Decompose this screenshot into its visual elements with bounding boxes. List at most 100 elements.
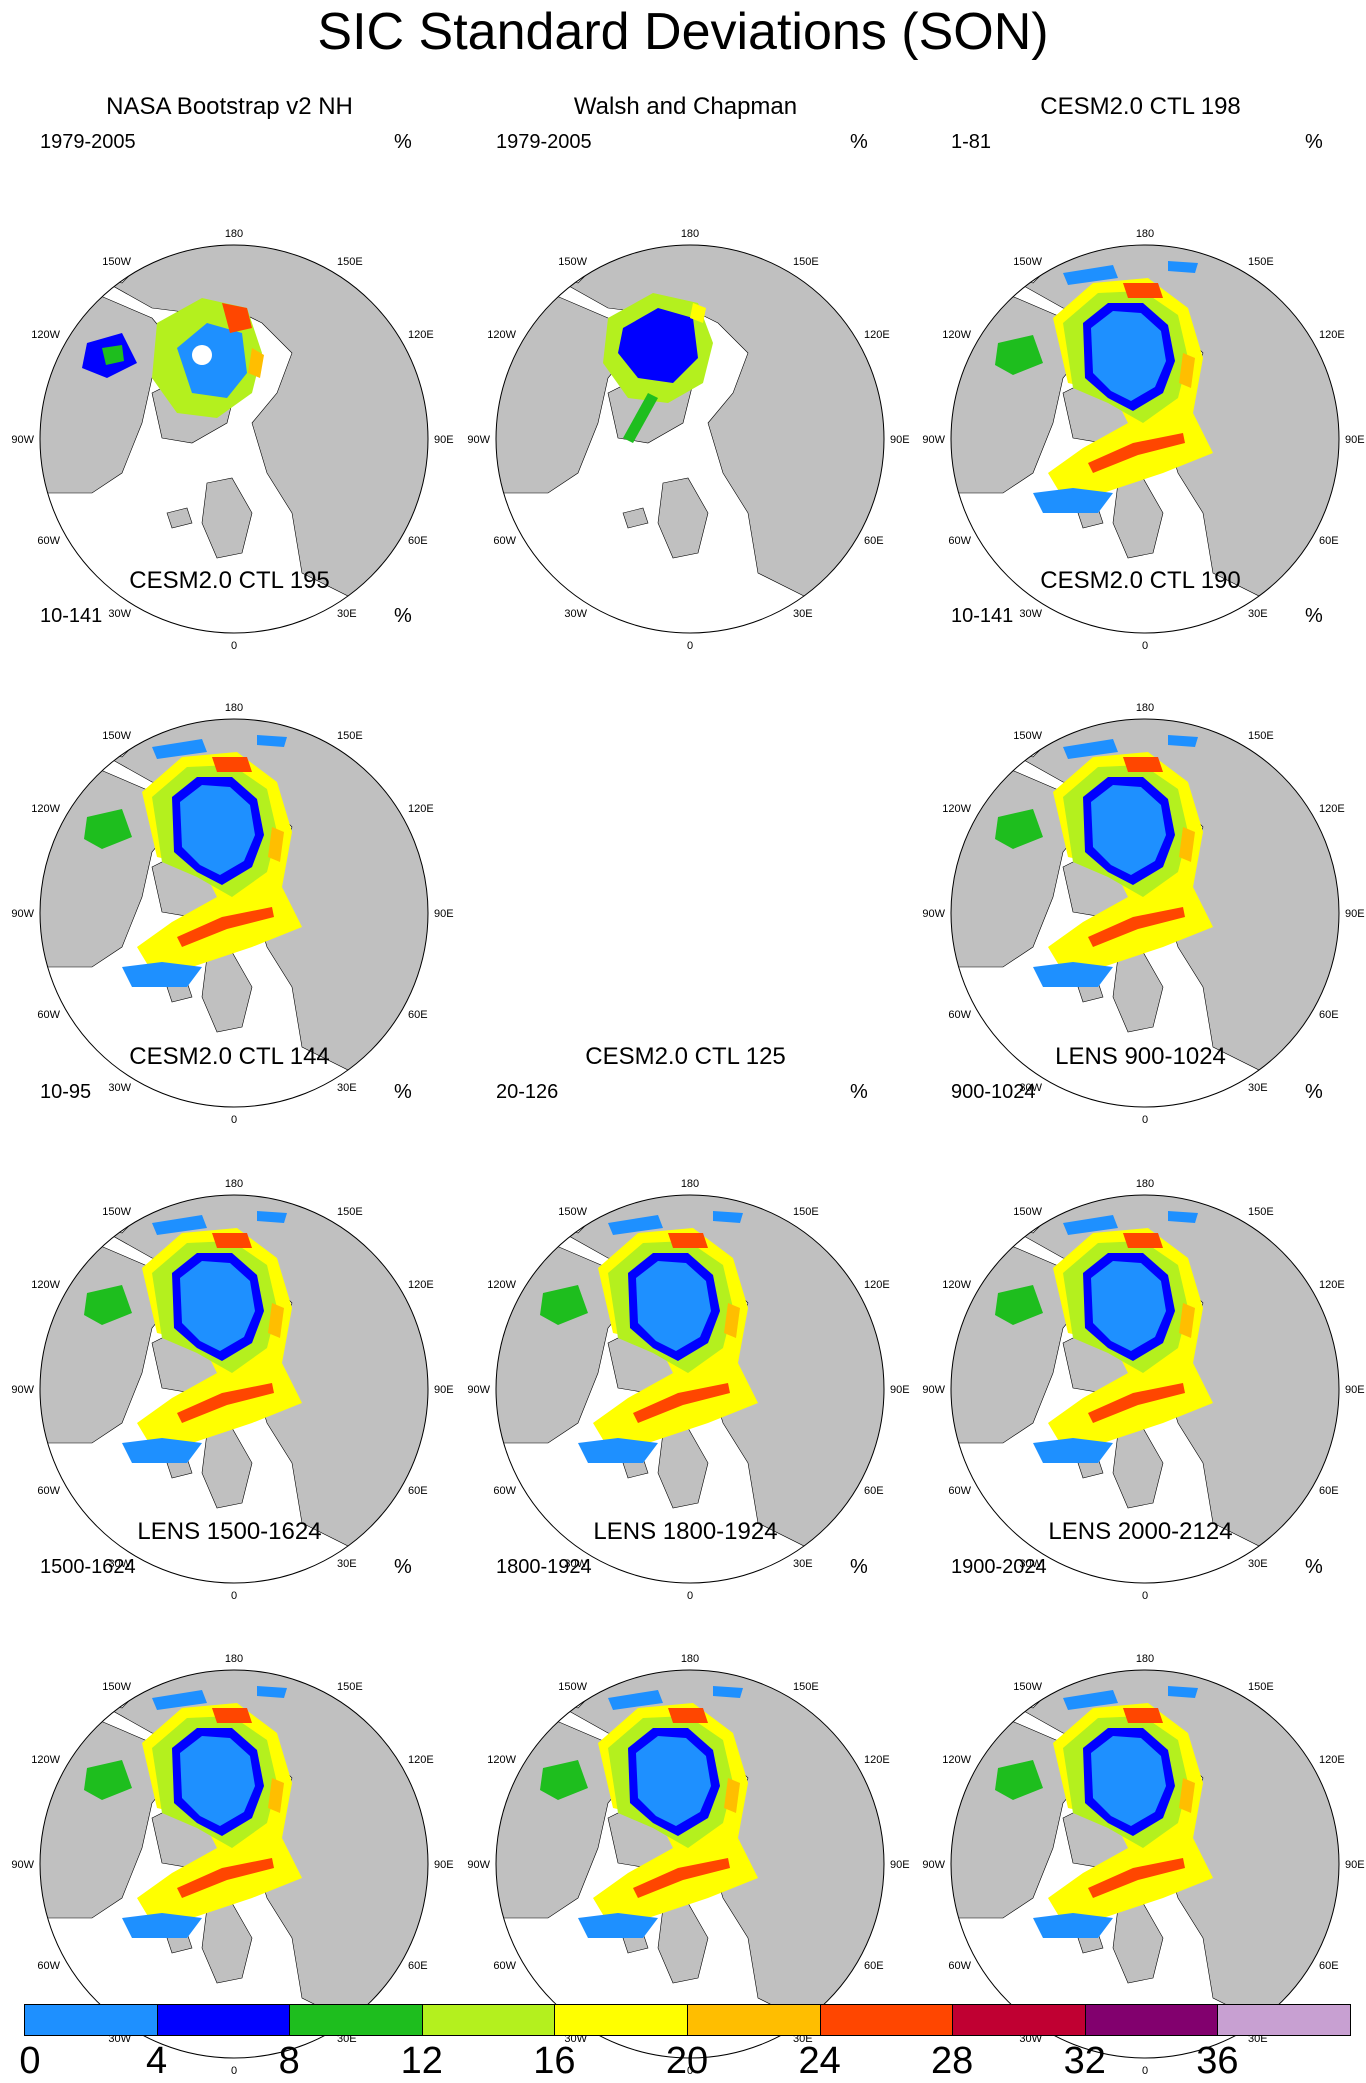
longitude-label: 90E: [1345, 434, 1365, 446]
longitude-label: 30W: [1019, 608, 1042, 620]
colorbar-label: 36: [1196, 2040, 1239, 2082]
colorbar-label: 20: [665, 2040, 709, 2082]
longitude-label: 90E: [434, 1384, 454, 1396]
polar-map: 180 150E 120E 90E 60E 30E 0 30W 60W 90W 120W 150W: [922, 702, 1364, 1126]
polar-map: 180 150E 120E 90E 60E 30E 0 30W 60W 90W 120W 150W: [11, 702, 454, 1126]
longitude-label: 150W: [558, 1681, 587, 1693]
longitude-label: 60W: [948, 1485, 971, 1497]
longitude-label: 60E: [408, 1485, 428, 1497]
longitude-label: 30E: [337, 608, 357, 620]
colorbar: 0 4 8 12 16 20 24 28 32 36: [19, 2004, 1351, 2082]
longitude-label: 30E: [1248, 1082, 1268, 1094]
longitude-label: 90E: [890, 1859, 910, 1871]
panel-unit: %: [394, 1556, 412, 1578]
panel-title: LENS 900-1024: [1055, 1043, 1226, 1070]
longitude-label: 120W: [31, 803, 60, 815]
longitude-label: 120E: [864, 329, 890, 341]
longitude-label: 150E: [337, 730, 363, 742]
longitude-label: 180: [1136, 228, 1154, 240]
longitude-label: 120E: [864, 1279, 890, 1291]
longitude-label: 0: [231, 1590, 237, 1602]
longitude-label: 0: [231, 640, 237, 652]
panel-unit: %: [850, 1556, 868, 1578]
longitude-label: 60W: [948, 1960, 971, 1972]
colorbar-box: [289, 2004, 423, 2036]
longitude-label: 150E: [337, 1681, 363, 1693]
colorbar-box: [687, 2004, 821, 2036]
longitude-label: 90E: [434, 434, 454, 446]
map-panel: 180 150E 120E 90E 60E 30E 0 30W 60W 90W 120W 150W CE…: [2, 567, 457, 1126]
longitude-label: 90E: [434, 908, 454, 920]
polar-map: 180 150E 120E 90E 60E 30E 0 30W 60W 90W 120W 150W: [922, 1653, 1364, 2077]
panel-unit: %: [1305, 1556, 1323, 1578]
longitude-label: 60E: [864, 1485, 884, 1497]
longitude-label: 90W: [467, 434, 490, 446]
longitude-label: 90W: [11, 908, 34, 920]
longitude-label: 150E: [1248, 1206, 1274, 1218]
panel-unit: %: [394, 605, 412, 627]
longitude-label: 120W: [942, 1279, 971, 1291]
longitude-label: 90E: [890, 1384, 910, 1396]
map-panel: 180 150E 120E 90E 60E 30E 0 30W 60W 90W 120W 150W CE…: [913, 567, 1366, 1126]
colorbar-label: 8: [278, 2040, 300, 2082]
longitude-label: 30W: [1019, 1558, 1042, 1570]
longitude-label: 150E: [337, 1206, 363, 1218]
panel-title: LENS 2000-2124: [1048, 1518, 1233, 1545]
longitude-label: 0: [1142, 2065, 1148, 2077]
polar-map: 180 150E 120E 90E 60E 30E 0 30W 60W 90W 120W 150W: [11, 1653, 453, 2077]
panel-title: CESM2.0 CTL 125: [585, 1043, 786, 1070]
longitude-label: 60W: [37, 1960, 60, 1972]
panel-period: 20-126: [496, 1081, 559, 1103]
longitude-label: 120W: [31, 329, 60, 341]
longitude-label: 90W: [11, 1384, 34, 1396]
longitude-label: 150W: [1013, 1681, 1042, 1693]
map-panel: 180 150E 120E 90E 60E 30E 0 30W 60W 90W 120W 150W CE…: [2, 1043, 457, 1602]
longitude-label: 150W: [558, 256, 587, 268]
longitude-label: 120E: [408, 1754, 434, 1766]
longitude-label: 0: [1142, 1114, 1148, 1126]
longitude-label: 120W: [31, 1279, 60, 1291]
longitude-label: 120W: [942, 329, 971, 341]
longitude-label: 0: [687, 2065, 693, 2077]
polar-map: 180 150E 120E 90E 60E 30E 0 30W 60W 90W 120W 150W: [467, 1653, 910, 2077]
colorbar-box: [819, 2004, 954, 2036]
panel-unit: %: [394, 131, 412, 153]
longitude-label: 120E: [1319, 803, 1345, 815]
longitude-label: 180: [225, 1653, 243, 1665]
longitude-label: 0: [231, 1114, 237, 1126]
longitude-label: 120W: [487, 329, 516, 341]
colorbar-label: 32: [1063, 2040, 1106, 2082]
colorbar-label: 0: [19, 2040, 41, 2082]
longitude-label: 120W: [487, 1279, 516, 1291]
longitude-label: 0: [1142, 1590, 1148, 1602]
longitude-label: 180: [225, 228, 243, 240]
longitude-label: 180: [1136, 1178, 1154, 1190]
longitude-label: 90W: [467, 1859, 490, 1871]
longitude-label: 120E: [864, 1754, 890, 1766]
longitude-label: 30W: [108, 2033, 131, 2045]
longitude-label: 180: [681, 1178, 699, 1190]
longitude-label: 60W: [493, 1485, 516, 1497]
longitude-label: 30E: [793, 608, 813, 620]
colorbar-label: 24: [798, 2040, 841, 2082]
longitude-label: 120W: [942, 803, 971, 815]
longitude-label: 60E: [1319, 535, 1339, 547]
panel-unit: %: [1305, 1081, 1323, 1103]
longitude-label: 60W: [37, 1485, 60, 1497]
polar-map: 180 150E 120E 90E 60E 30E 0 30W 60W 90W 120W 150W: [922, 228, 1365, 652]
panel-period: 1-81: [951, 131, 992, 153]
longitude-label: 30E: [793, 1558, 813, 1570]
longitude-label: 0: [1142, 640, 1148, 652]
panel-period: 1900-2024: [951, 1556, 1047, 1578]
longitude-label: 60E: [864, 1960, 884, 1972]
longitude-label: 90W: [922, 1384, 945, 1396]
longitude-label: 30W: [108, 608, 131, 620]
longitude-label: 120E: [1319, 329, 1345, 341]
longitude-label: 150W: [102, 1206, 131, 1218]
colorbar-label: 12: [400, 2040, 443, 2082]
longitude-label: 150E: [1248, 256, 1274, 268]
longitude-label: 30W: [1019, 2033, 1042, 2045]
longitude-label: 60W: [37, 535, 60, 547]
panel-unit: %: [850, 131, 868, 153]
longitude-label: 30E: [1248, 2033, 1268, 2045]
